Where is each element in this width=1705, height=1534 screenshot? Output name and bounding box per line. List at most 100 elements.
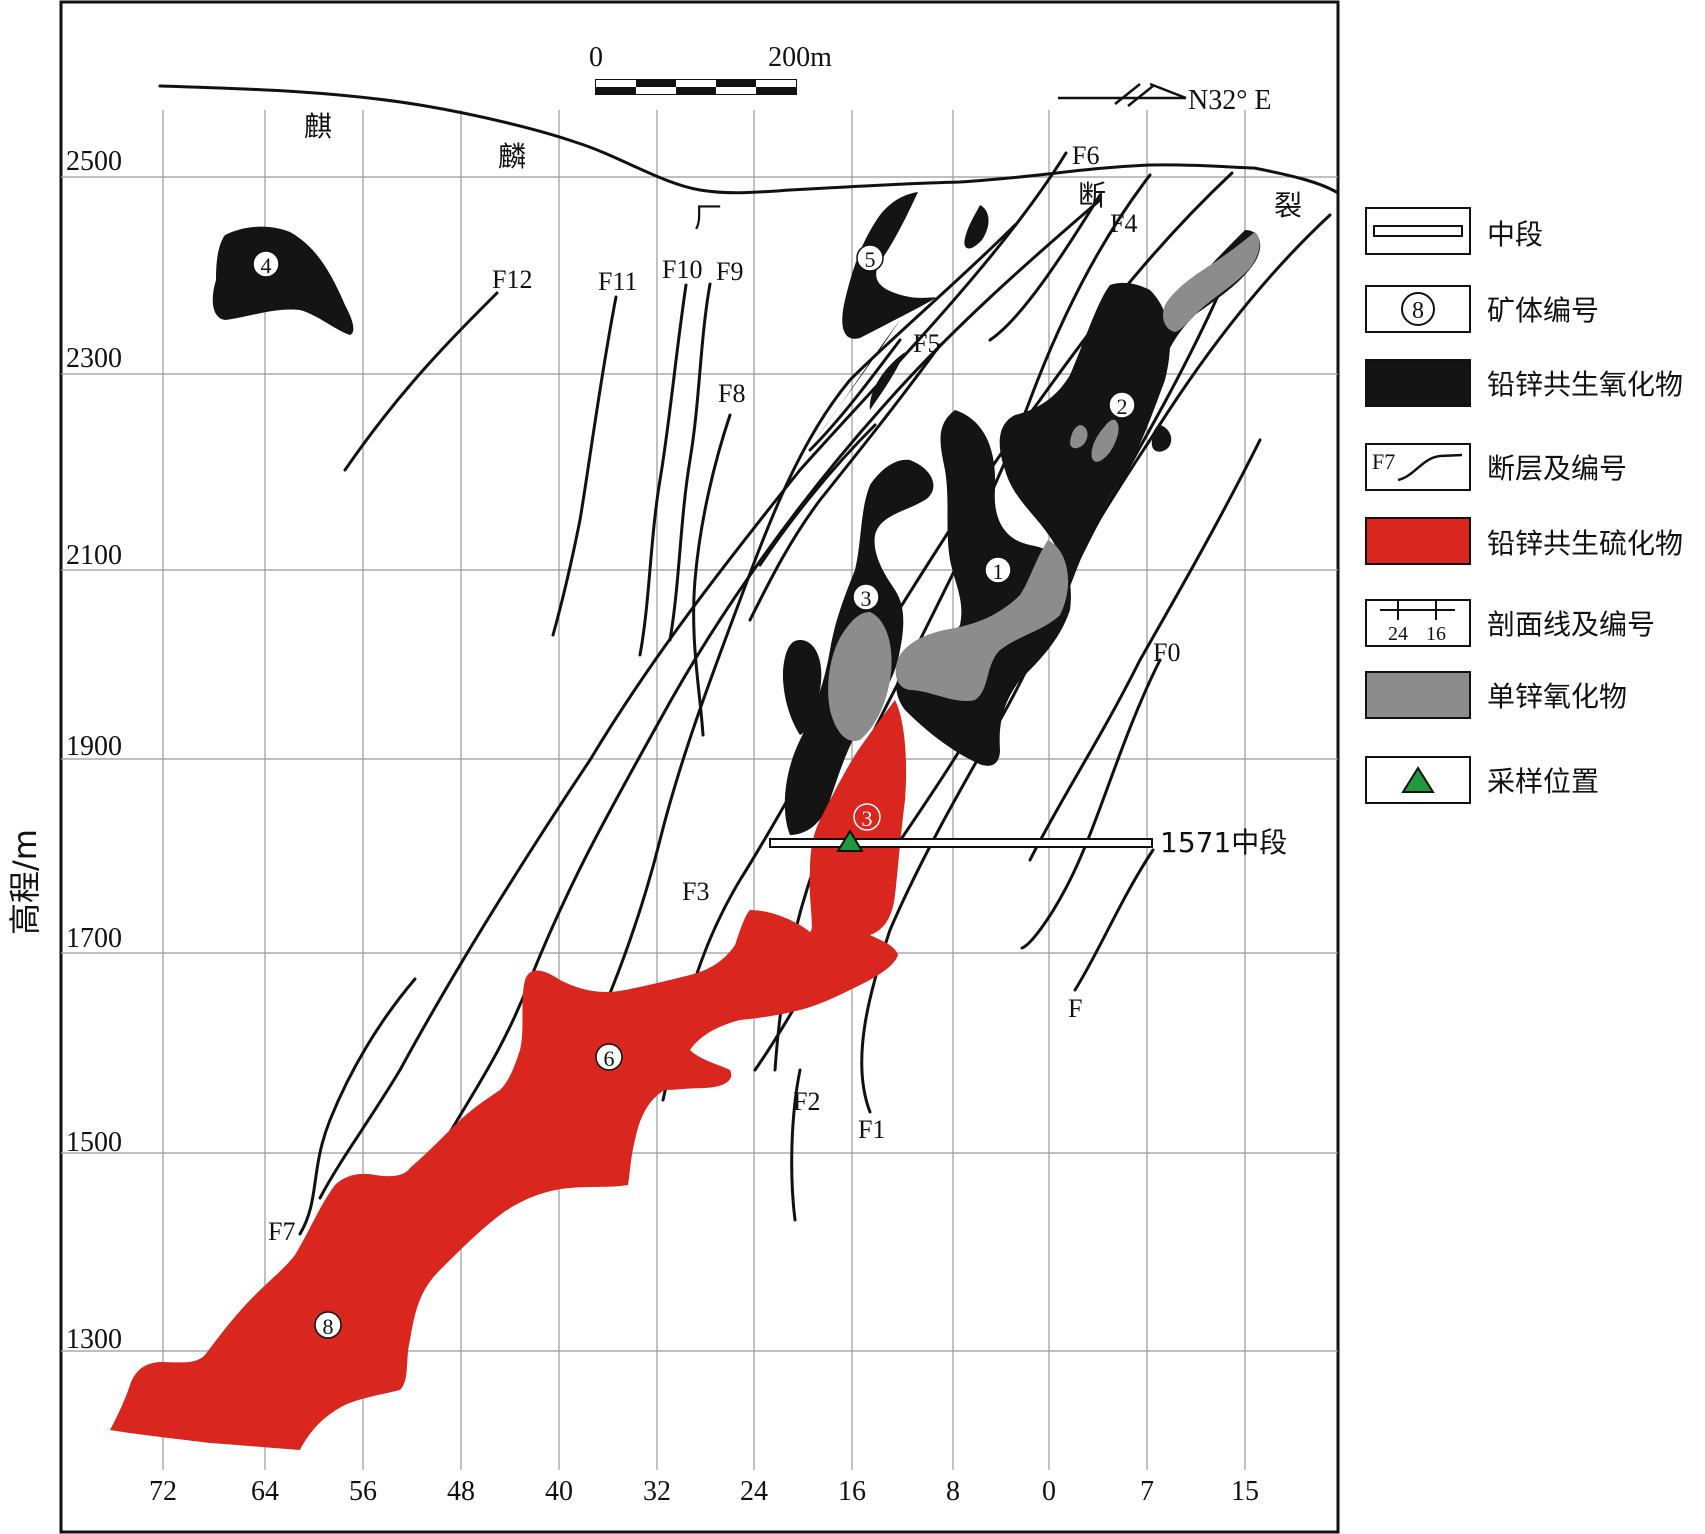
legend-label: 断层及编号 [1487, 452, 1627, 485]
scale-bar [595, 79, 797, 95]
fault-label-f12: F12 [492, 265, 532, 294]
y-tick: 1900 [66, 731, 122, 762]
x-tick: 48 [447, 1476, 475, 1507]
scale-start-label: 0 [589, 42, 603, 73]
level-1571-label: 1571中段 [1160, 826, 1287, 859]
x-tick: 32 [643, 1476, 671, 1507]
orebody-5-oxide [842, 192, 936, 339]
y-tick: 2300 [66, 343, 122, 374]
svg-text:24: 24 [1388, 623, 1408, 645]
y-tick: 1500 [66, 1127, 122, 1158]
fault-label-f6: F6 [1072, 141, 1099, 170]
orebody-4-oxide [212, 226, 354, 335]
orebody-number-8: 8 [314, 1311, 342, 1339]
svg-text:1: 1 [993, 559, 1004, 584]
scale-end-label: 200m [768, 42, 832, 73]
svg-text:2: 2 [1117, 394, 1128, 419]
x-tick: 64 [251, 1476, 279, 1507]
orebody-3-side [782, 640, 822, 735]
red-swatch [1365, 517, 1471, 565]
fault-label-f9: F9 [716, 257, 743, 286]
orebody-small-lens [869, 352, 905, 410]
place-char-qi: 麒 [304, 110, 332, 143]
x-tick: 7 [1140, 1476, 1154, 1507]
x-tick: 72 [149, 1476, 177, 1507]
zinc-oxide-orebody-1 [895, 540, 1069, 702]
orebody-small-pod [964, 205, 989, 249]
svg-text:8: 8 [323, 1314, 334, 1339]
zinc-oxide-dot [1070, 425, 1088, 449]
gray-swatch [1365, 671, 1471, 719]
legend-label: 采样位置 [1487, 765, 1599, 798]
topographic-surface [158, 84, 1340, 195]
orebody-number-icon [1401, 292, 1435, 326]
orebody-number-3: 3 [853, 803, 881, 831]
svg-text:3: 3 [862, 806, 873, 831]
x-tick: 24 [740, 1476, 768, 1507]
black-swatch [1365, 359, 1471, 407]
fault-label-f11: F11 [598, 267, 638, 296]
svg-text:5: 5 [865, 247, 876, 272]
svg-text:16: 16 [1426, 623, 1446, 645]
orebody-2-pod [1151, 425, 1172, 452]
y-tick: 2100 [66, 540, 122, 571]
level-1571-bar [769, 838, 1153, 848]
section-line-icon [1380, 600, 1455, 620]
x-tick: 0 [1042, 1476, 1056, 1507]
x-tick: 15 [1231, 1476, 1259, 1507]
x-tick: 56 [349, 1476, 377, 1507]
fault-label-f0: F0 [1153, 638, 1180, 667]
orebody-5-sliver [815, 320, 900, 440]
x-tick: 40 [545, 1476, 573, 1507]
orebody-number-1: 1 [984, 556, 1012, 584]
legend-label: 剖面线及编号 [1487, 608, 1655, 641]
x-tick: 8 [946, 1476, 960, 1507]
place-char-chang: 厂 [694, 201, 722, 234]
y-axis-title: 高程/m [6, 829, 44, 935]
svg-text:3: 3 [861, 586, 872, 611]
orebody-number-5: 5 [856, 244, 884, 272]
north-label: N32° E [1188, 85, 1272, 116]
fault-label-f7: F7 [268, 1217, 295, 1246]
legend-label: 中段 [1487, 218, 1543, 251]
sample-location-icon [836, 829, 864, 852]
fault-line-icon [1397, 453, 1463, 482]
fault-label-f4: F4 [1110, 209, 1137, 238]
legend-label: 铅锌共生硫化物 [1487, 527, 1683, 560]
fault-label-f1: F1 [858, 1115, 885, 1144]
svg-text:8: 8 [1412, 298, 1424, 324]
map-frame [59, 0, 1340, 1534]
legend-label: 铅锌共生氧化物 [1487, 368, 1683, 401]
zinc-oxide-orebody-3 [828, 612, 892, 741]
place-char-duan: 断 [1078, 179, 1106, 212]
y-tick: 2500 [66, 146, 122, 177]
fault-label-f2: F2 [793, 1087, 820, 1116]
x-tick: 16 [838, 1476, 866, 1507]
y-tick: 1300 [66, 1324, 122, 1355]
orebody-3-6-8-sulfide [110, 700, 907, 1450]
fault-label-f3: F3 [682, 877, 709, 906]
svg-text:4: 4 [261, 253, 272, 278]
zinc-oxide-lens [1091, 419, 1119, 462]
fault-label-f10: F10 [662, 255, 702, 284]
svg-text:6: 6 [604, 1046, 615, 1071]
orebody-number-6: 6 [595, 1043, 623, 1071]
fault-label-f8: F8 [718, 379, 745, 408]
place-char-lin: 麟 [498, 140, 526, 173]
legend: 中段 8 矿体编号 铅锌共生氧化物 F7 断层及编号 铅锌共生硫化物 24 16… [1365, 207, 1683, 804]
orebody-number-3: 3 [852, 583, 880, 611]
fault-label-f5: F5 [913, 329, 940, 358]
svg-text:F7: F7 [1372, 449, 1395, 474]
green-triangle-icon [1401, 766, 1435, 793]
orebody-number-4: 4 [252, 250, 280, 278]
legend-label: 矿体编号 [1487, 294, 1599, 327]
orebody-number-2: 2 [1108, 391, 1136, 419]
fault-label-f: F [1068, 994, 1082, 1023]
level-bar-icon [1373, 225, 1463, 237]
y-tick: 1700 [66, 923, 122, 954]
place-char-lie: 裂 [1274, 189, 1302, 222]
north-arrow-icon [1058, 82, 1187, 107]
legend-label: 单锌氧化物 [1487, 680, 1627, 713]
zinc-oxide-orebody-2 [1163, 232, 1260, 332]
